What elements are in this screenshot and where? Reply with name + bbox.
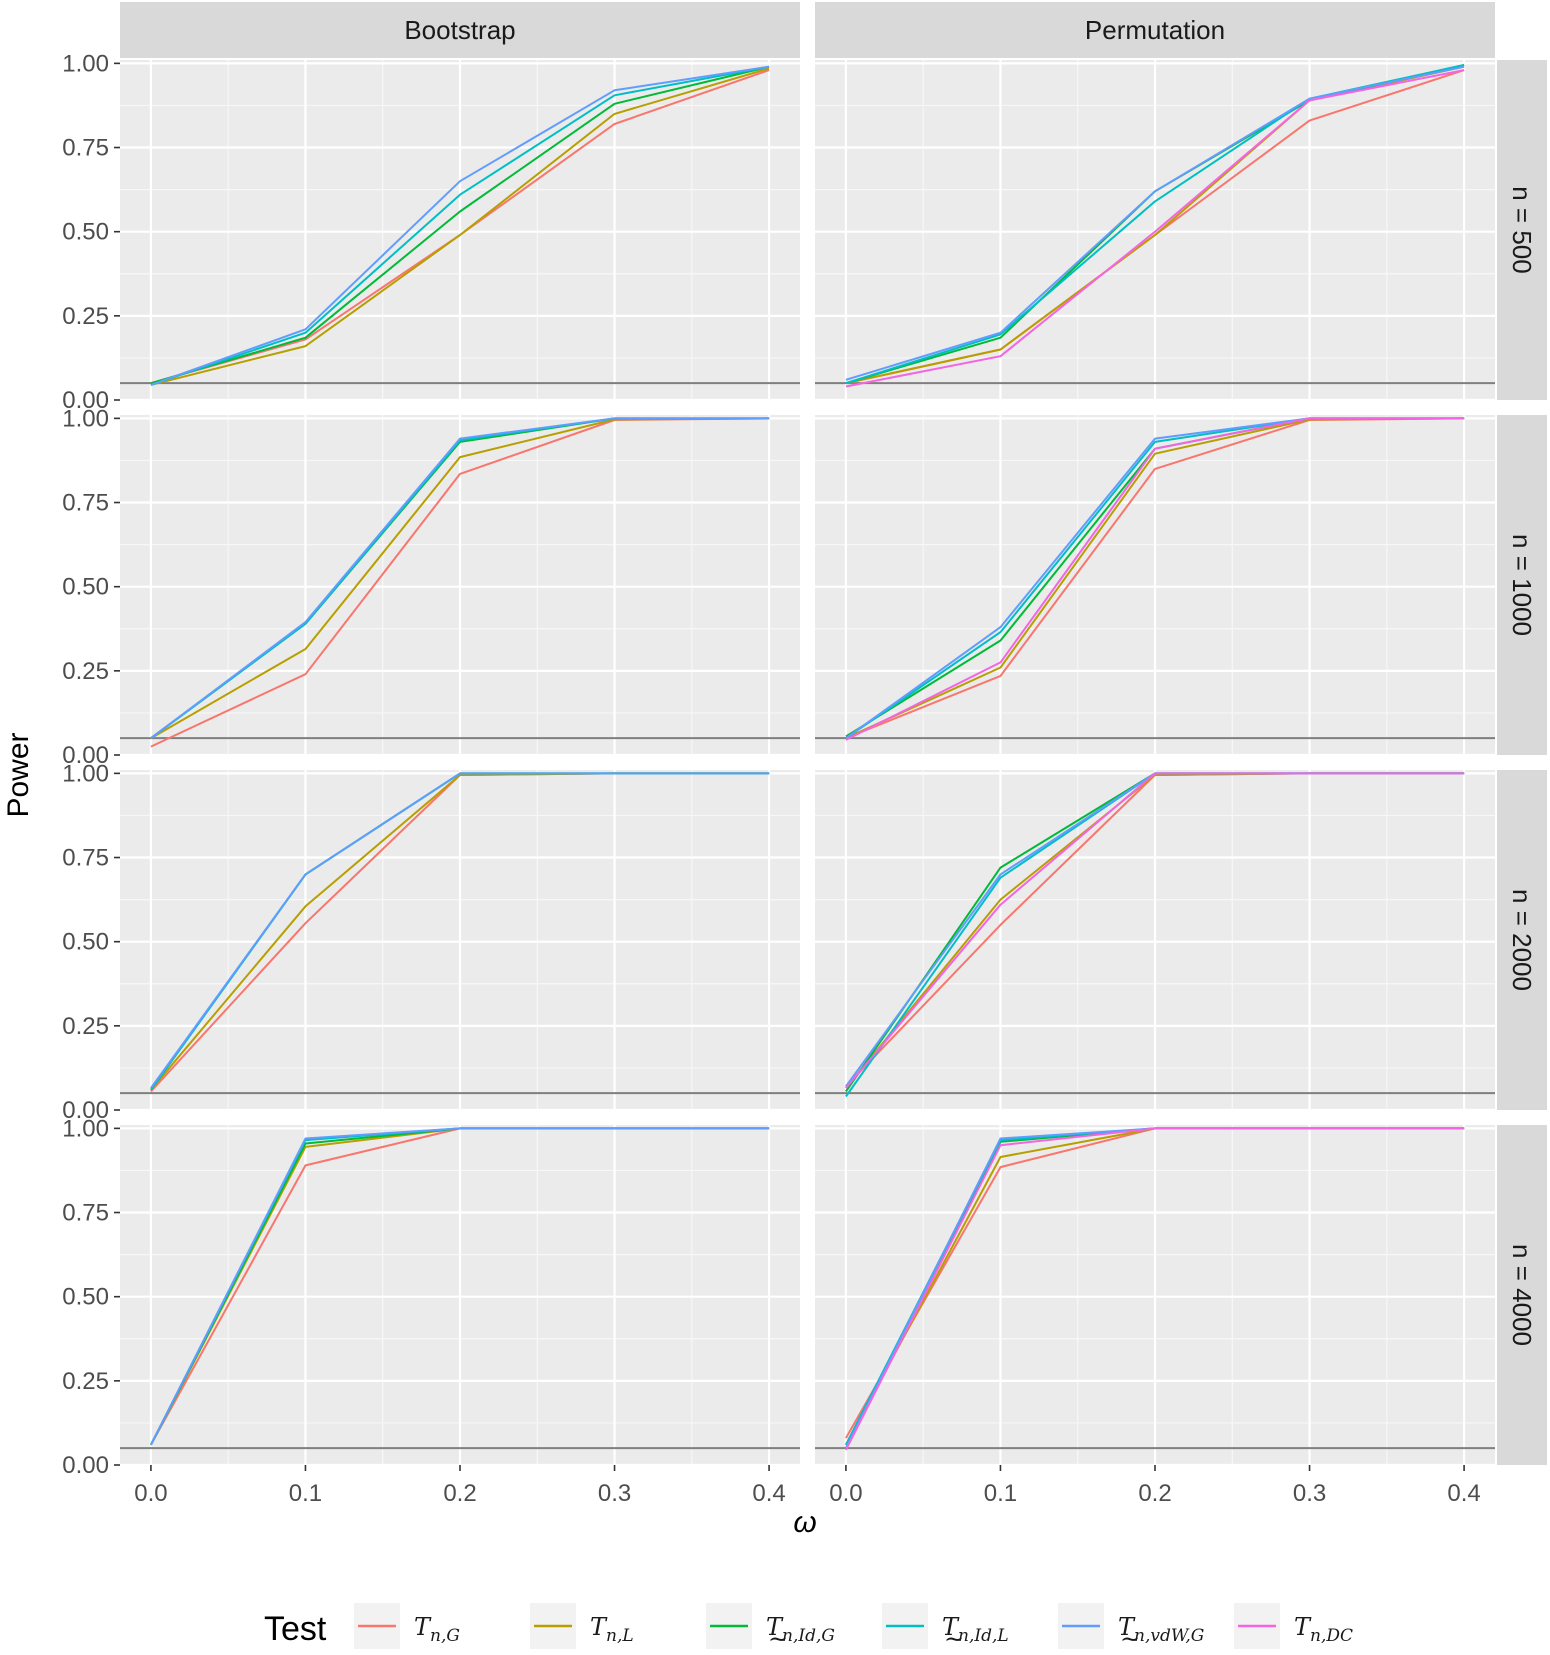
x-tick-label: 0.1 (984, 1480, 1017, 1507)
legend-label: Tn,G (414, 1613, 460, 1646)
legend: Test Tn,G Tn,L Tn,Id,G~ Tn,Id,L~ Tn,vdW,G~ Tn… (264, 1603, 1353, 1653)
y-tick-label: 0.25 (62, 303, 109, 330)
row-strip-label: n = 1000 (1507, 534, 1537, 636)
y-tick-label: 1.00 (62, 50, 109, 77)
x-tick-label: 0.0 (134, 1480, 167, 1507)
panel-r0-c1 (815, 60, 1495, 402)
y-axis-title: Power (2, 732, 35, 817)
series-line-TnIdL (150, 65, 770, 386)
legend-label: Tn,L (590, 1613, 634, 1646)
series-line-TnvdWG (845, 65, 1465, 381)
x-tick-label: 0.4 (752, 1480, 785, 1507)
y-tick-label: 1.00 (62, 1115, 109, 1142)
legend-item-TnDC: Tn,DC (1234, 1603, 1353, 1649)
x-tick-label: 0.3 (1293, 1480, 1326, 1507)
strips-layer: Bootstrap Permutation n = 500 n = 1000 n = 2… (120, 2, 1547, 1465)
y-tick-label: 0.75 (62, 135, 109, 162)
series-line-TnvdWG (150, 1127, 770, 1446)
panel-r3-c0 (120, 1125, 800, 1467)
y-tick-label: 0.50 (62, 929, 109, 956)
row-strip (1497, 770, 1547, 1110)
x-axis-title: ω (793, 1506, 816, 1539)
y-tick-label: 0.75 (62, 490, 109, 517)
legend-label: Tn,Id,G (766, 1613, 835, 1646)
series-line-TnvdWG (150, 417, 770, 739)
series-group-r2-c0 (150, 772, 770, 1093)
legend-label: Tn,vdW,G (1118, 1613, 1204, 1646)
y-tick-label: 1.00 (62, 405, 109, 432)
series-line-TnDC (845, 417, 1465, 741)
panel-r3-c1 (815, 1125, 1495, 1467)
series-group-r1-c0 (150, 417, 770, 748)
column-strip (815, 2, 1495, 58)
y-tick-label: 0.00 (62, 1097, 109, 1124)
row-strip (1497, 415, 1547, 755)
series-line-TnIdG (150, 65, 770, 385)
column-strip-label: Permutation (1085, 15, 1225, 45)
legend-label: Tn,Id,L (942, 1613, 1009, 1646)
series-group-r1-c1 (845, 417, 1465, 741)
legend-tilde-mark: ~ (768, 1625, 788, 1653)
row-strip-label: n = 500 (1507, 186, 1537, 273)
x-tick-label: 0.1 (289, 1480, 322, 1507)
y-tick-label: 0.25 (62, 1368, 109, 1395)
panel-r2-c1 (815, 770, 1495, 1112)
panel-r0-c0 (120, 60, 800, 402)
row-strip-label: n = 4000 (1507, 1244, 1537, 1346)
legend-item-TnL: Tn,L (530, 1603, 634, 1649)
panels-layer (120, 60, 1495, 1467)
y-tick-label: 0.25 (62, 1013, 109, 1040)
legend-item-TnIdG: Tn,Id,G~ (706, 1603, 835, 1653)
x-tick-label: 0.3 (598, 1480, 631, 1507)
axes-layer: 0.000.250.500.751.000.000.250.500.751.00… (62, 50, 1480, 1507)
x-tick-label: 0.2 (1138, 1480, 1171, 1507)
panel-r1-c0 (120, 415, 800, 757)
legend-item-TnIdL: Tn,Id,L~ (882, 1603, 1009, 1653)
series-group-r3-c0 (150, 1127, 770, 1446)
panel-r2-c0 (120, 770, 800, 1112)
y-tick-label: 0.50 (62, 219, 109, 246)
series-group-r2-c1 (845, 772, 1465, 1098)
y-tick-label: 0.50 (62, 574, 109, 601)
y-tick-label: 0.00 (62, 742, 109, 769)
row-strip (1497, 1125, 1547, 1465)
series-line-TnvdWG (150, 65, 770, 386)
legend-item-TnvdWG: Tn,vdW,G~ (1058, 1603, 1204, 1653)
legend-item-TnG: Tn,G (354, 1603, 460, 1649)
series-line-TnvdWG (150, 772, 770, 1089)
x-tick-label: 0.2 (443, 1480, 476, 1507)
x-tick-label: 0.0 (829, 1480, 862, 1507)
row-strip (1497, 60, 1547, 400)
y-tick-label: 0.00 (62, 387, 109, 414)
y-tick-label: 0.25 (62, 658, 109, 685)
series-line-TnDC (845, 1127, 1465, 1451)
legend-tilde-mark: ~ (944, 1625, 964, 1653)
series-line-TnDC (845, 69, 1465, 388)
y-tick-label: 0.75 (62, 1200, 109, 1227)
legend-label: Tn,DC (1294, 1613, 1353, 1646)
column-strip-label: Bootstrap (404, 15, 515, 45)
y-tick-label: 1.00 (62, 760, 109, 787)
legend-title: Test (264, 1610, 327, 1648)
series-group-r3-c1 (845, 1127, 1465, 1451)
legend-tilde-mark: ~ (1120, 1625, 1140, 1653)
y-tick-label: 0.00 (62, 1452, 109, 1479)
series-line-TnL (150, 67, 770, 386)
series-line-TnDC (845, 772, 1465, 1089)
y-tick-label: 0.75 (62, 845, 109, 872)
x-tick-label: 0.4 (1447, 1480, 1480, 1507)
series-group-r0-c0 (150, 65, 770, 386)
row-strip-label: n = 2000 (1507, 889, 1537, 991)
y-tick-label: 0.50 (62, 1284, 109, 1311)
series-group-r0-c1 (845, 64, 1465, 388)
column-strip (120, 2, 800, 58)
